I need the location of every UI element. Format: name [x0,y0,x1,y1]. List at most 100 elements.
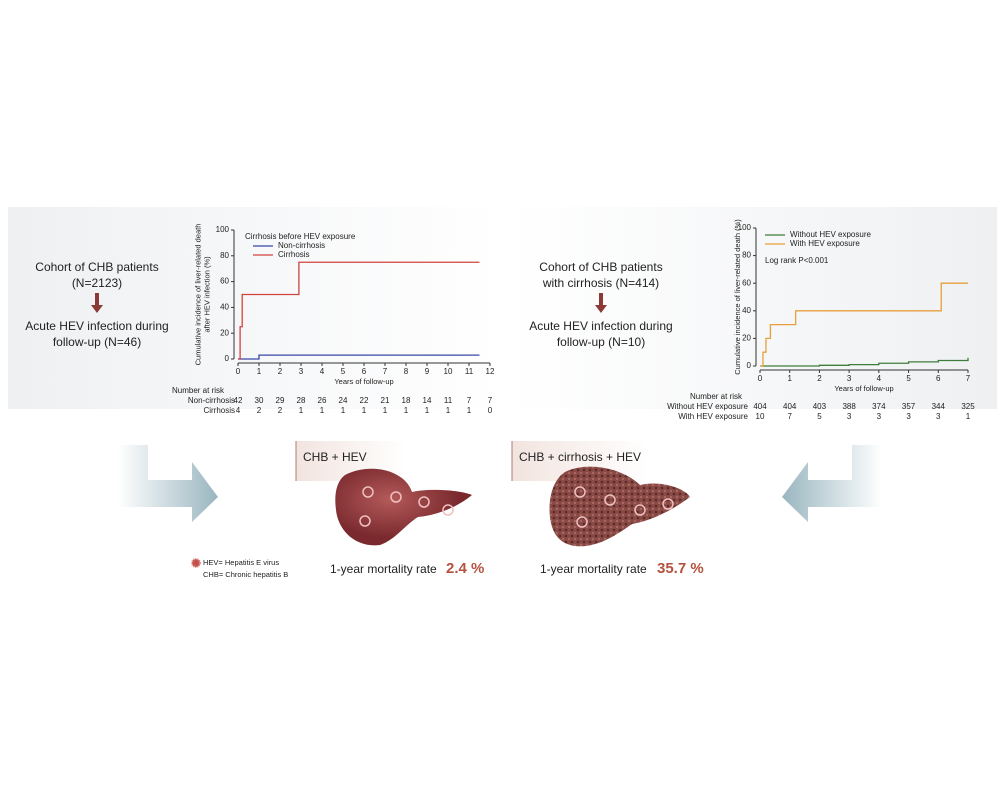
risk-value: 7 [467,396,472,405]
risk-value: 0 [488,406,493,415]
y-tick-label: 0 [225,354,230,363]
x-tick-label: 3 [299,367,304,376]
flow-arrow [595,293,607,313]
flow-arrow [91,293,103,313]
rate-label: 1-year mortality rate [540,562,647,576]
x-tick-label: 0 [758,374,763,383]
x-tick-label: 12 [486,367,495,376]
risk-value: 3 [906,412,911,421]
annotation: Log rank P<0.001 [765,256,829,265]
x-tick-label: 7 [383,367,388,376]
risk-value: 374 [872,402,886,411]
risk-value: 11 [444,396,453,405]
y-tick-label: 80 [220,251,229,260]
note: HEV= Hepatitis E virus [203,558,279,567]
legend-label: With HEV exposure [790,239,860,248]
risk-value: 3 [936,412,941,421]
x-tick-label: 6 [936,374,941,383]
x-tick-label: 3 [847,374,852,383]
risk-value: 28 [297,396,306,405]
outcome-label: CHB + cirrhosis + HEV [519,450,641,464]
risk-value: 42 [234,396,243,405]
risk-value: 18 [402,396,411,405]
note: CHB= Chronic hepatitis B [203,570,288,579]
panel-text: Cohort of CHB patients [539,260,662,274]
legend-label: Cirrhosis [278,250,310,259]
x-tick-label: 1 [787,374,792,383]
y-tick-label: 40 [742,306,751,315]
risk-value: 1 [404,406,409,415]
risk-value: 403 [813,402,827,411]
risk-value: 1 [299,406,304,415]
y-axis-title: after HEV infection (%) [202,256,211,333]
risk-value: 1 [362,406,367,415]
rate-label: 1-year mortality rate [330,562,437,576]
risk-value: 2 [278,406,283,415]
risk-value: 1 [467,406,472,415]
x-tick-label: 5 [906,374,911,383]
series-line [238,354,480,360]
risk-row-label: Non-cirrhosis [188,396,235,405]
x-tick-label: 4 [320,367,325,376]
panel-text: follow-up (N=46) [53,335,141,349]
x-tick-label: 10 [444,367,453,376]
series-line [760,282,968,367]
risk-value: 24 [339,396,348,405]
left-panel [8,207,505,409]
legend-label: Non-cirrhosis [278,241,325,250]
risk-value: 5 [817,412,822,421]
x-tick-label: 6 [362,367,367,376]
y-axis-title: Cumulative incidence of liver-related de… [193,224,202,366]
x-tick-label: 9 [425,367,430,376]
x-axis-title: Years of follow-up [834,384,893,393]
risk-value: 1 [341,406,346,415]
y-tick-label: 20 [220,328,229,337]
big-arrow [118,445,218,522]
risk-title: Number at risk [690,392,743,401]
y-axis-title: Cumulative incidence of liver-related de… [733,219,742,375]
y-tick-label: 20 [742,334,751,343]
x-tick-label: 0 [236,367,241,376]
y-tick-label: 60 [220,277,229,286]
risk-value: 30 [255,396,264,405]
risk-value: 2 [257,406,262,415]
y-tick-label: 100 [216,225,230,234]
virus-icons [359,486,674,528]
series-line [760,357,969,367]
risk-value: 1 [383,406,388,415]
outcome-label: CHB + HEV [303,450,367,464]
x-tick-label: 2 [278,367,283,376]
y-tick-label: 0 [747,361,752,370]
risk-value: 404 [783,402,797,411]
x-tick-label: 2 [817,374,822,383]
panel-text: with cirrhosis (N=414) [542,276,659,290]
risk-value: 21 [381,396,390,405]
risk-value: 388 [842,402,856,411]
y-tick-label: 60 [742,278,751,287]
risk-value: 1 [320,406,325,415]
panel-text: Acute HEV infection during [25,319,168,333]
legend-title: Cirrhosis before HEV exposure [245,232,356,241]
risk-value: 7 [488,396,493,405]
risk-value: 1 [966,412,971,421]
panel-text: (N=2123) [72,276,122,290]
risk-value: 7 [787,412,792,421]
rate-value: 35.7 % [657,560,704,577]
x-axis-title: Years of follow-up [334,377,393,386]
panel-text: follow-up (N=10) [557,335,645,349]
x-tick-label: 4 [877,374,882,383]
risk-value: 29 [276,396,285,405]
risk-value: 404 [753,402,767,411]
big-arrow [782,445,882,522]
risk-value: 3 [847,412,852,421]
risk-value: 10 [756,412,765,421]
risk-row-label: With HEV exposure [678,412,748,421]
risk-value: 1 [446,406,451,415]
y-tick-label: 100 [738,223,752,232]
panel-text: Acute HEV infection during [529,319,672,333]
legend-label: Without HEV exposure [790,230,871,239]
y-tick-label: 40 [220,303,229,312]
risk-value: 1 [425,406,430,415]
panel-text: Cohort of CHB patients [35,260,158,274]
